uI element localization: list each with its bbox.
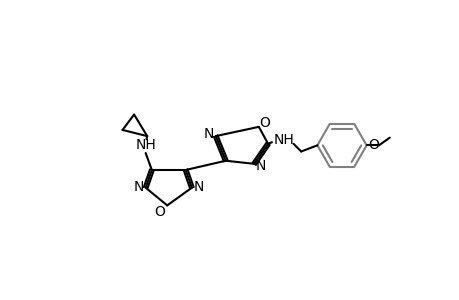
Text: N: N <box>255 159 266 173</box>
Text: NH: NH <box>136 138 157 152</box>
Text: NH: NH <box>273 133 294 147</box>
Text: O: O <box>259 116 270 130</box>
Text: N: N <box>203 127 213 141</box>
Text: N: N <box>193 180 203 194</box>
Text: N: N <box>133 180 144 194</box>
Text: O: O <box>154 205 165 219</box>
Text: O: O <box>367 138 378 152</box>
